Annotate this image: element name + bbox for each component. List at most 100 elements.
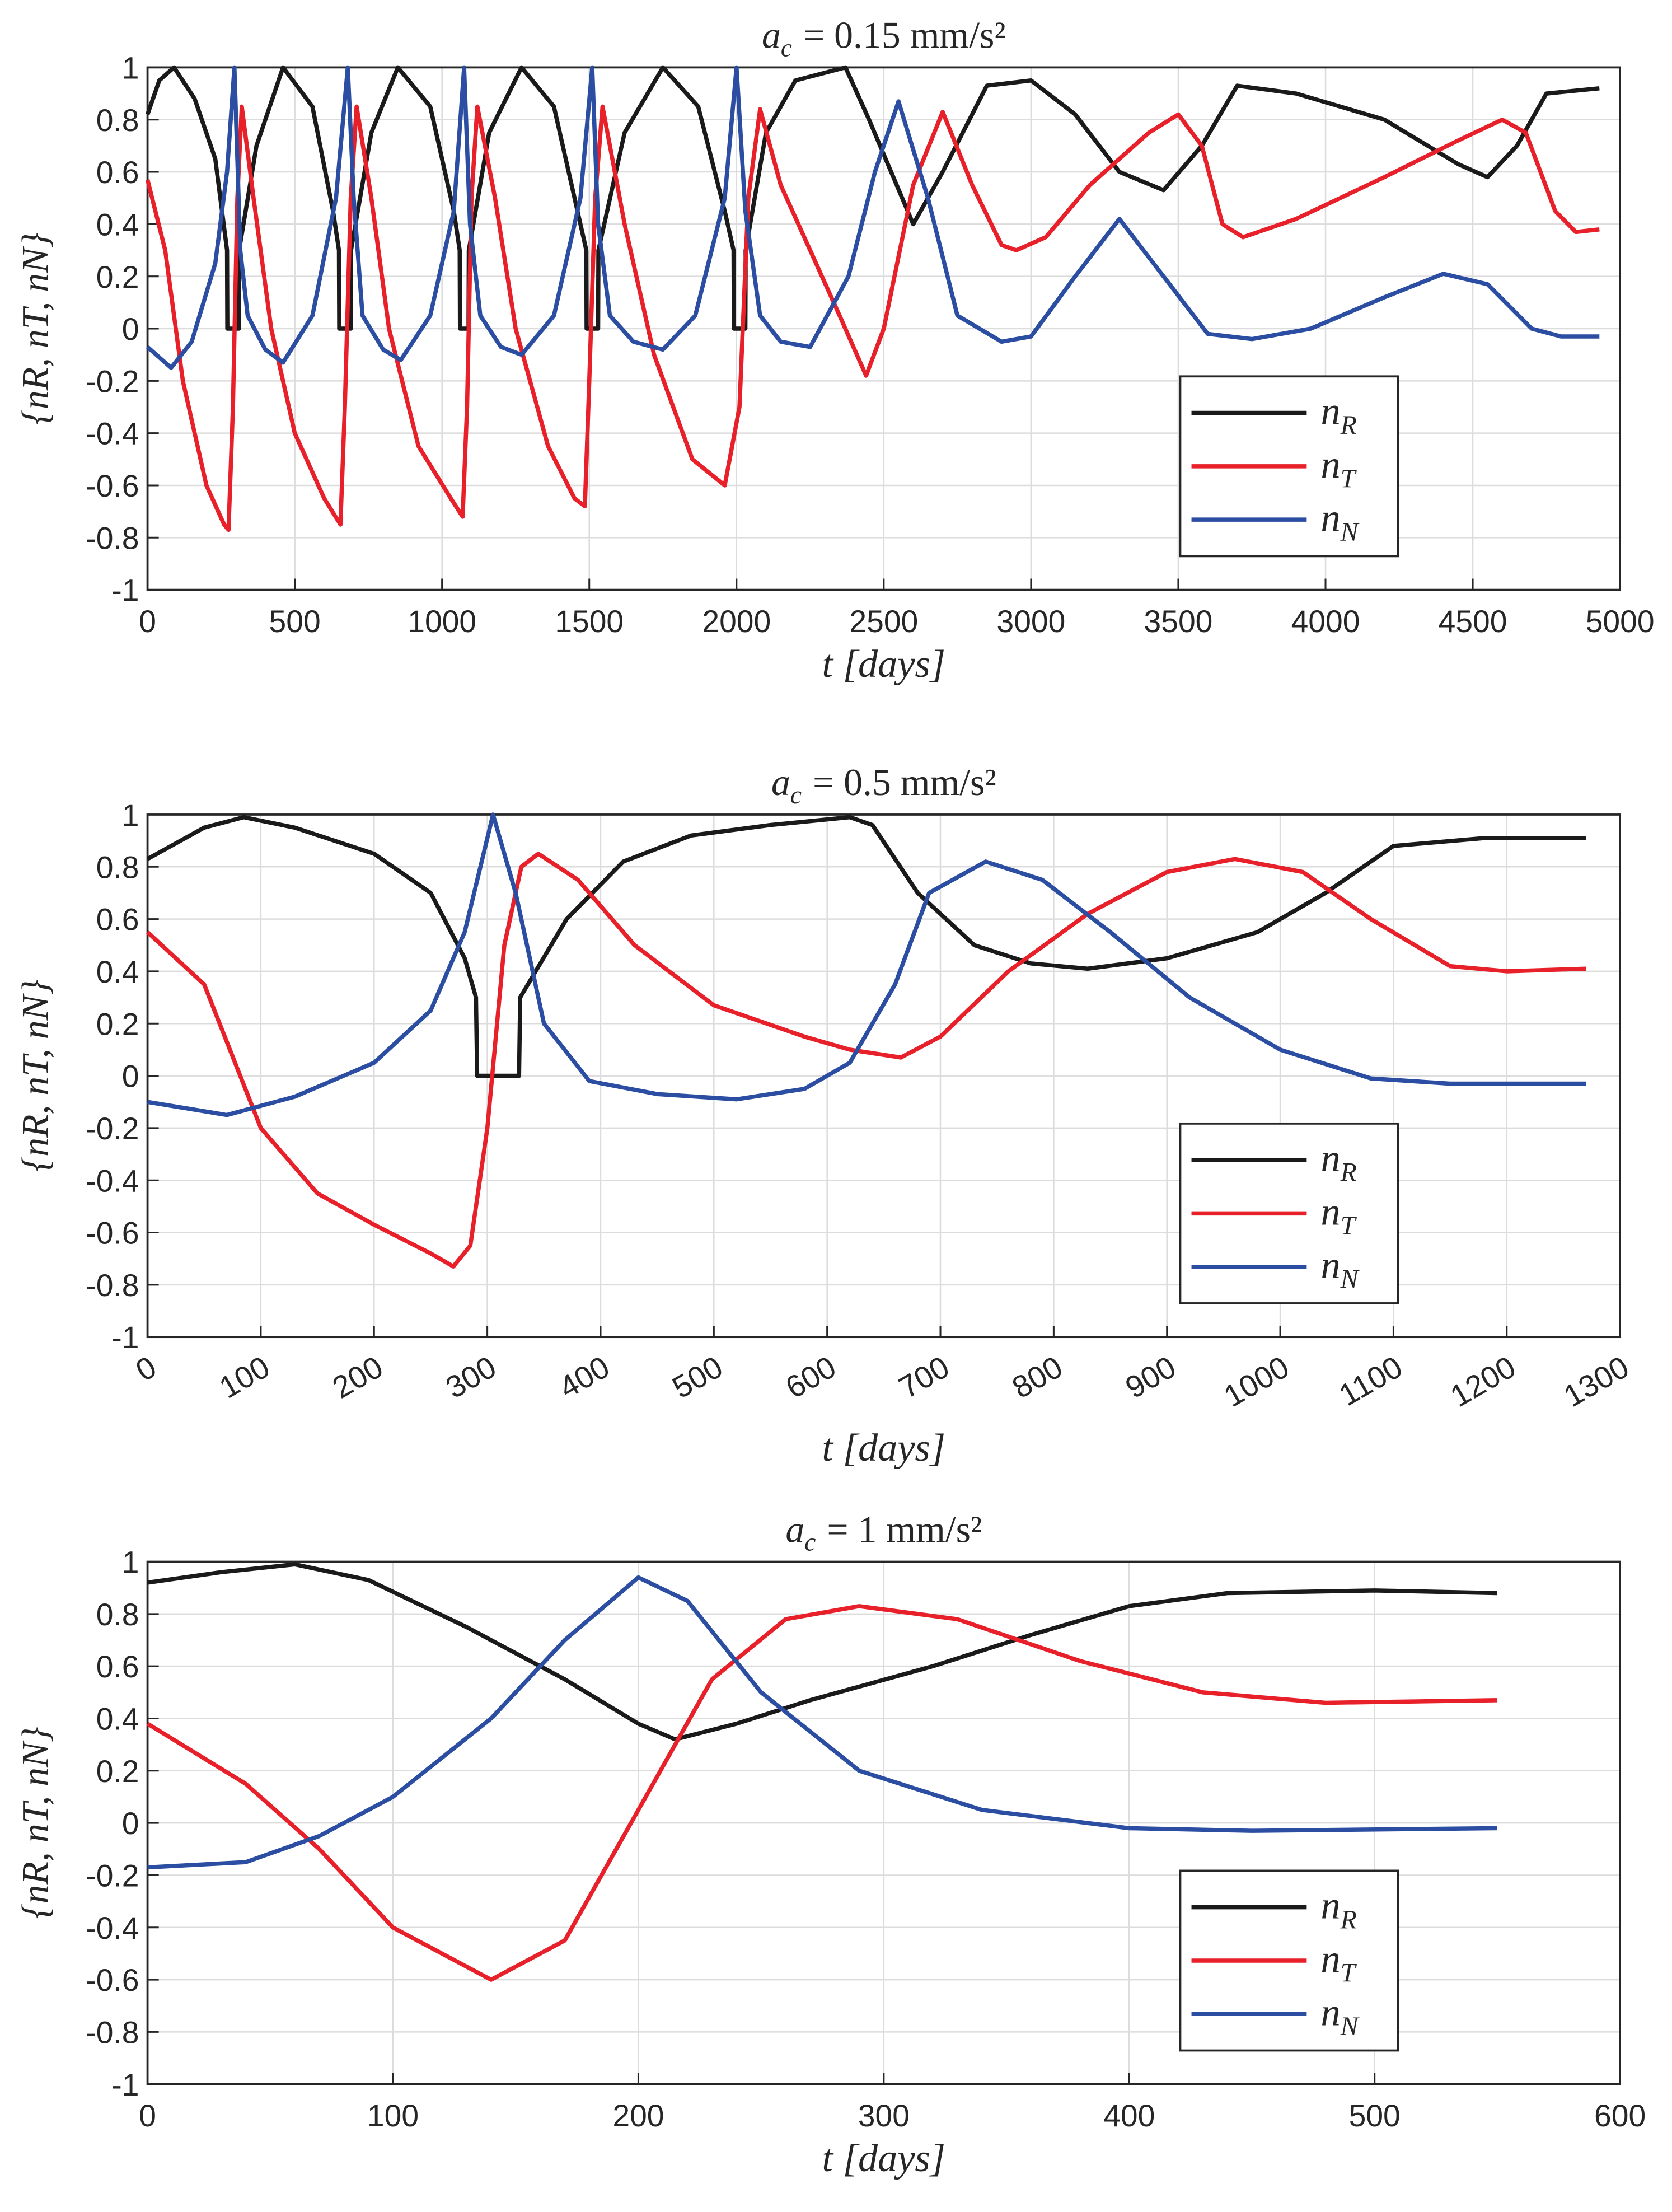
title-var: a [771, 761, 790, 803]
chart-title: ac = 0.15 mm/s² [762, 14, 1006, 62]
x-tick-label: 500 [667, 1349, 729, 1405]
title-sub: c [781, 34, 792, 62]
legend-label: nR [1320, 1137, 1356, 1187]
x-tick-label: 0 [139, 604, 156, 639]
legend-sub: N [1340, 1265, 1360, 1294]
x-axis-label: t [days] [822, 642, 946, 686]
title-rest: = 1 mm/s² [827, 1508, 982, 1550]
x-tick-label: 900 [1120, 1349, 1182, 1405]
data-line [146, 65, 1600, 331]
y-tick-label: -1 [111, 2068, 139, 2102]
x-tick-label: 600 [1594, 2098, 1646, 2133]
y-tick-label: -0.4 [86, 1911, 139, 1946]
y-tick-label: -0.8 [86, 521, 139, 555]
legend-name: n [1320, 1884, 1340, 1928]
x-tick-label: 400 [553, 1349, 615, 1405]
x-tick-label: 400 [1103, 2098, 1155, 2133]
y-tick-label: 0 [122, 1806, 139, 1841]
data-line [146, 65, 1600, 370]
x-tick-label: 2000 [702, 604, 771, 639]
data-line [146, 1604, 1497, 1982]
y-tick-label: 0.8 [96, 1597, 139, 1632]
legend-label: nR [1320, 390, 1356, 441]
title-rest: = 0.5 mm/s² [813, 761, 996, 803]
x-tick-label: 100 [367, 2098, 419, 2133]
y-tick-label: -1 [111, 1320, 139, 1355]
x-tick-label: 800 [1006, 1349, 1069, 1405]
x-tick-label: 1000 [408, 604, 476, 639]
y-tick-label: 1 [122, 50, 139, 85]
title-var: a [762, 14, 781, 56]
x-axis-label: t [days] [822, 2136, 946, 2180]
x-tick-label: 5000 [1586, 604, 1655, 639]
legend-label: nT [1320, 1937, 1357, 1988]
y-axis-label: {nR, nT, nN} [14, 1727, 56, 1919]
axes-box [146, 1560, 1622, 2085]
y-tick-label: 0 [122, 1059, 139, 1094]
legend-label: nT [1320, 1190, 1357, 1241]
x-tick-label: 1300 [1558, 1349, 1634, 1414]
x-tick-label: 500 [1349, 2098, 1401, 2133]
legend-name: n [1320, 1190, 1340, 1233]
x-tick-label: 3000 [996, 604, 1065, 639]
y-tick-label: -0.2 [86, 1859, 139, 1893]
x-tick-label: 0 [139, 2098, 156, 2133]
y-tick-label: 1 [122, 1545, 139, 1580]
y-tick-label: 0.2 [96, 260, 139, 294]
y-tick-label: -0.2 [86, 364, 139, 399]
legend-name: n [1320, 1937, 1340, 1981]
y-axis-label: {nR, nT, nN} [14, 980, 56, 1172]
y-tick-label: -0.6 [86, 469, 139, 503]
title-rest: = 0.15 mm/s² [803, 14, 1006, 56]
y-tick-label: -1 [111, 573, 139, 608]
x-tick-label: 600 [780, 1349, 842, 1405]
y-tick-label: 0.4 [96, 207, 139, 242]
data-line [147, 1575, 1497, 1870]
axes-box [146, 813, 1622, 1339]
legend-sub: T [1341, 464, 1357, 493]
legend-name: n [1320, 443, 1340, 487]
title-sub: c [804, 1528, 816, 1556]
x-tick-label: 700 [893, 1349, 955, 1405]
x-tick-label: 200 [612, 2098, 664, 2133]
x-tick-label: 1200 [1444, 1349, 1521, 1414]
y-tick-label: 0.6 [96, 155, 139, 190]
x-tick-label: 0 [130, 1349, 162, 1388]
data-line [147, 812, 1586, 1117]
chart-title: ac = 1 mm/s² [785, 1508, 982, 1556]
y-tick-label: 0.6 [96, 902, 139, 937]
legend-label: nN [1320, 1243, 1359, 1294]
x-tick-label: 2500 [849, 604, 918, 639]
y-tick-label: -0.4 [86, 417, 139, 451]
data-line [146, 852, 1586, 1269]
legend-sub: R [1340, 1158, 1357, 1187]
legend-label: nR [1320, 1884, 1356, 1935]
legend-sub: N [1340, 518, 1360, 547]
y-tick-label: 0 [122, 312, 139, 347]
y-tick-label: -0.6 [86, 1963, 139, 1998]
legend-name: n [1320, 1243, 1340, 1287]
legend-name: n [1320, 1137, 1340, 1180]
legend-sub: N [1340, 2012, 1360, 2041]
y-tick-label: -0.4 [86, 1163, 139, 1198]
x-tick-label: 300 [440, 1349, 502, 1405]
y-tick-label: 1 [122, 798, 139, 833]
legend-name: n [1320, 390, 1340, 433]
x-axis-label: t [days] [822, 1426, 946, 1470]
title-sub: c [790, 781, 802, 809]
y-tick-label: -0.8 [86, 1268, 139, 1303]
legend-sub: R [1340, 1905, 1357, 1934]
x-tick-label: 4500 [1439, 604, 1507, 639]
y-tick-label: 0.2 [96, 1754, 139, 1789]
x-tick-label: 300 [858, 2098, 910, 2133]
legend-label: nN [1320, 496, 1359, 547]
title-var: a [785, 1508, 804, 1550]
legend-name: n [1320, 1990, 1340, 2034]
x-tick-label: 1100 [1333, 1349, 1408, 1413]
x-tick-label: 3500 [1144, 604, 1213, 639]
data-line [146, 815, 1586, 1078]
legend-sub: T [1341, 1959, 1357, 1988]
legend-label: nN [1320, 1990, 1359, 2041]
